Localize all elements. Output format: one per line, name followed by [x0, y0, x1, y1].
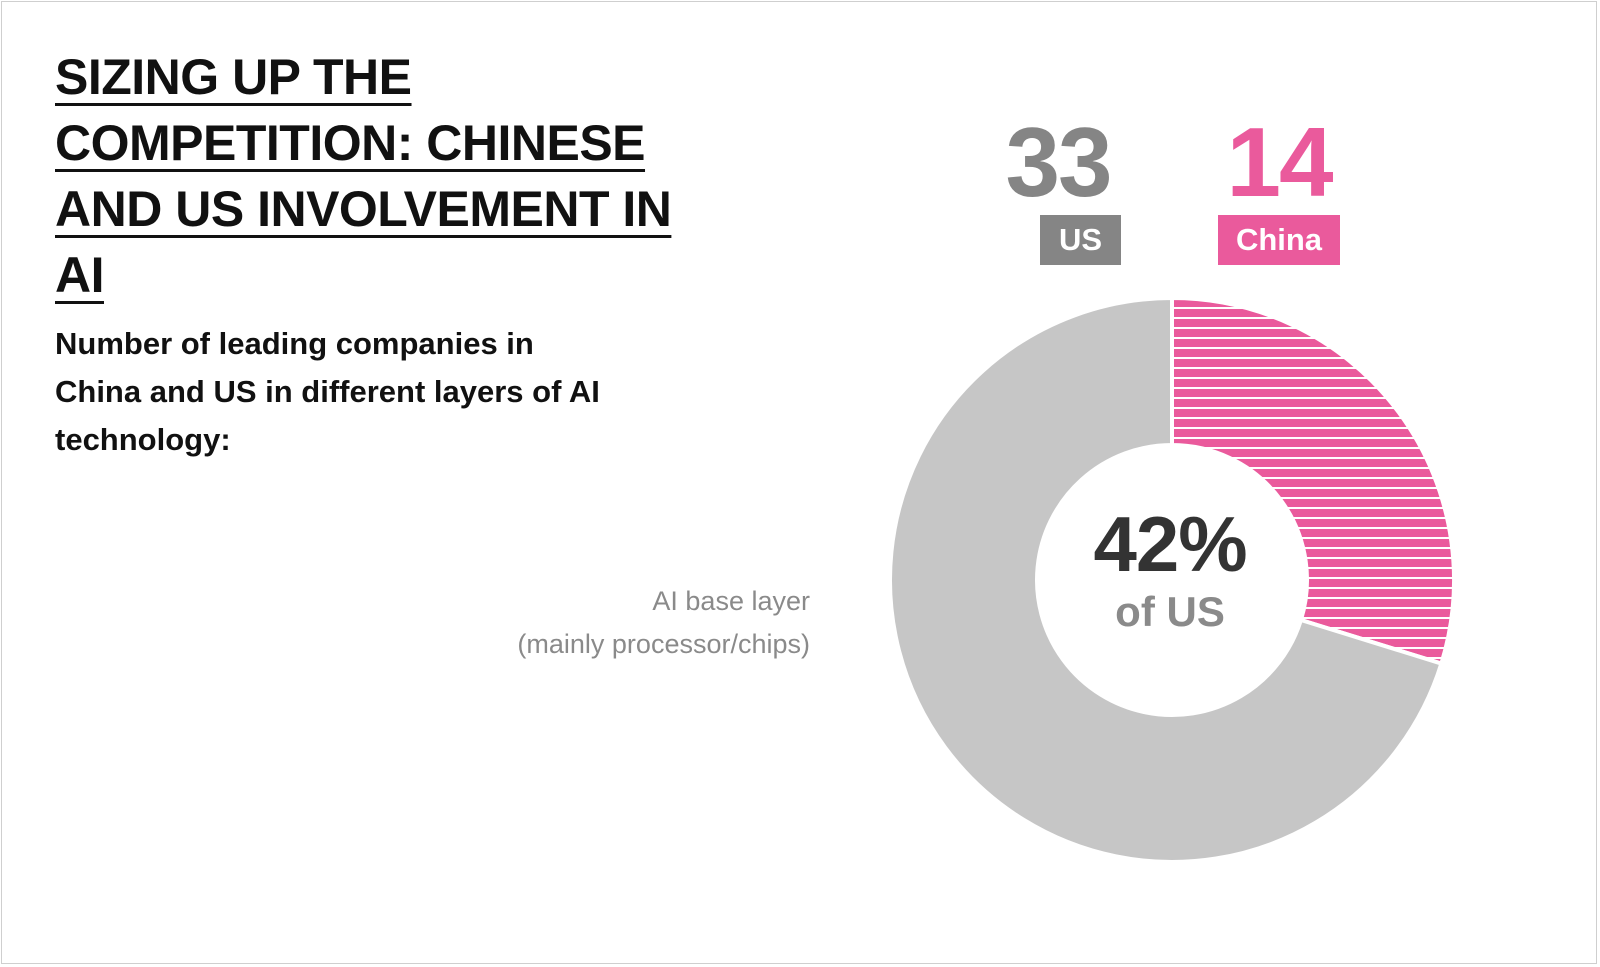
donut-slices: [888, 295, 1456, 864]
center-percentage: 42%: [1093, 500, 1247, 588]
china-count: 14: [1226, 107, 1333, 217]
category-label-line-2: (mainly processor/chips): [517, 629, 810, 659]
slice-china: [1170, 295, 1456, 667]
category-label-line-1: AI base layer: [652, 586, 810, 616]
category-label: AI base layer (mainly processor/chips): [390, 580, 810, 666]
chart-title: SIZING UP THE COMPETITION: CHINESE AND U…: [55, 49, 672, 303]
chart-subtitle: Number of leading companies in China and…: [55, 326, 600, 457]
slice-us: [888, 295, 1444, 864]
us-count: 33: [1005, 107, 1112, 217]
us-label: US: [1040, 215, 1121, 265]
center-caption: of US: [1115, 588, 1225, 635]
china-label: China: [1218, 215, 1340, 265]
